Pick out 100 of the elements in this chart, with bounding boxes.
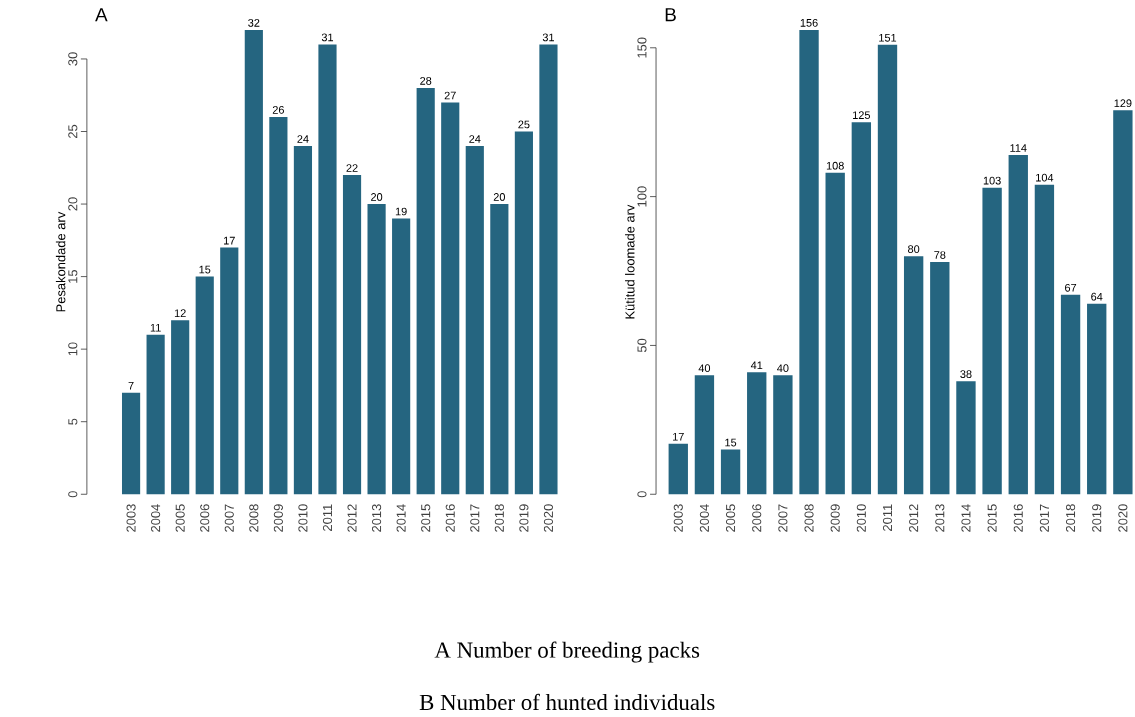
bar [490, 204, 509, 495]
x-tick-label: 2011 [322, 504, 333, 531]
x-tick-label: 2017 [470, 504, 480, 532]
data-label: 22 [346, 164, 358, 172]
data-label: 20 [371, 193, 383, 201]
x-tick-label: 2018 [1065, 504, 1076, 532]
data-label: 64 [1091, 292, 1103, 301]
bar [342, 175, 362, 495]
x-tick-label: 2005 [726, 504, 736, 532]
bar [465, 146, 484, 495]
x-tick-label: 2004 [151, 504, 161, 532]
bar [799, 29, 819, 495]
data-label: 24 [469, 135, 481, 143]
bar [244, 29, 263, 495]
x-tick-label: 2009 [830, 504, 840, 532]
bar [1087, 303, 1107, 495]
x-tick-label: 2016 [445, 504, 455, 532]
x-tick-label: 2016 [1013, 504, 1023, 532]
x-tick-label: 2007 [778, 504, 788, 532]
y-tick-label: 15 [68, 269, 78, 283]
y-tick-label: 20 [68, 197, 78, 211]
bar [668, 443, 688, 495]
bar [318, 44, 337, 495]
bar [773, 375, 793, 495]
data-label: 38 [960, 370, 972, 378]
data-label: 24 [297, 135, 309, 143]
bar [146, 334, 165, 495]
y-tick-label: 25 [68, 124, 78, 139]
y-tick-label: 0 [68, 491, 78, 498]
y-tick-label: 100 [637, 186, 647, 207]
data-label: 108 [826, 161, 844, 170]
data-label: 19 [395, 207, 407, 216]
data-label: 26 [272, 106, 284, 114]
data-label: 67 [1065, 283, 1077, 292]
y-tick-label: 10 [68, 342, 78, 356]
data-label: 40 [777, 364, 789, 373]
x-tick-label: 2005 [175, 504, 185, 532]
x-tick-label: 2015 [987, 504, 997, 532]
data-label: 17 [673, 432, 684, 441]
data-label: 103 [983, 176, 1001, 185]
bar [720, 449, 741, 495]
chart-title: A [95, 8, 108, 22]
data-label: 7 [128, 382, 134, 390]
text: B Number of hunted individuals [419, 693, 715, 711]
x-tick-label: 2006 [200, 504, 210, 532]
x-tick-label: 2014 [396, 504, 406, 532]
bar [903, 256, 924, 495]
x-tick-label: 2014 [961, 504, 971, 532]
chart-title: B [665, 8, 676, 22]
data-label: 125 [853, 111, 870, 120]
bar [747, 372, 767, 495]
x-tick-label: 2010 [298, 504, 308, 532]
x-tick-label: 2008 [804, 504, 814, 532]
bar [171, 320, 190, 495]
bar [930, 262, 950, 495]
data-label: 80 [908, 245, 920, 253]
bar [195, 276, 214, 495]
data-label: 114 [1010, 144, 1027, 152]
bar [121, 392, 141, 495]
data-label: 11 [150, 323, 161, 332]
x-tick-label: 2013 [372, 504, 382, 532]
bar [367, 204, 386, 495]
x-tick-label: 2006 [752, 504, 762, 532]
bar [269, 117, 288, 495]
y-tick-label: 50 [637, 338, 647, 353]
bar [982, 187, 1002, 495]
bar [514, 131, 533, 495]
data-label: 27 [444, 91, 456, 100]
data-label: 156 [800, 19, 818, 27]
y-axis-title: Kütitud loomade arv [625, 204, 635, 319]
bar [1008, 154, 1028, 495]
bar [441, 102, 460, 495]
x-tick-label: 2003 [126, 504, 136, 532]
bar [220, 247, 239, 495]
x-tick-label: 2011 [882, 504, 893, 531]
y-axis-title: Pesakondade arv [55, 211, 66, 312]
x-tick-label: 2012 [347, 504, 357, 532]
bar [694, 375, 715, 495]
x-tick-label: 2019 [1092, 504, 1102, 532]
data-label: 20 [493, 193, 505, 201]
data-label: 15 [199, 265, 211, 274]
x-tick-label: 2004 [699, 504, 709, 532]
data-label: 40 [698, 364, 711, 373]
y-tick-label: 150 [637, 37, 647, 58]
bar [1113, 110, 1133, 495]
bar [1060, 294, 1081, 495]
x-tick-label: 2008 [249, 504, 259, 532]
data-label: 28 [420, 77, 432, 85]
bar [293, 146, 313, 495]
x-tick-label: 2003 [673, 504, 683, 532]
bar [877, 44, 898, 495]
x-tick-label: 2013 [935, 504, 945, 532]
x-tick-label: 2012 [909, 504, 919, 532]
x-tick-label: 2020 [1118, 504, 1128, 532]
bar [1034, 184, 1055, 495]
bar [956, 381, 976, 495]
data-label: 129 [1114, 99, 1132, 108]
bar [825, 172, 845, 495]
data-label: 104 [1036, 173, 1054, 182]
x-tick-label: 2015 [421, 504, 431, 532]
